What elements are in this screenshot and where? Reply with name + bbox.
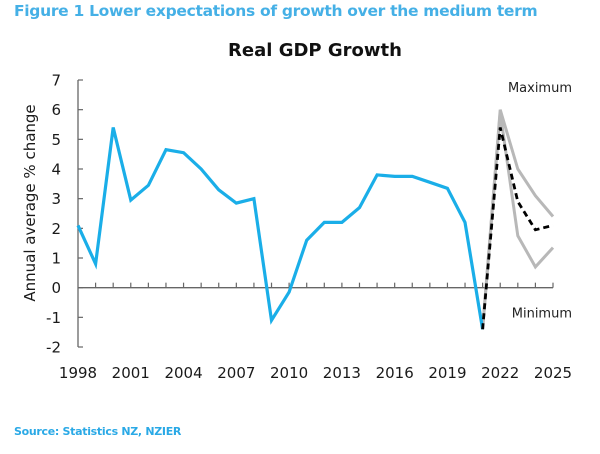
y-tick-label: 4 — [51, 161, 61, 179]
axes: -2 -1 0 1 2 3 4 5 6 7 1998 2001 2004 2007 2010 2013 2016… — [46, 72, 572, 383]
y-tick-label: 1 — [51, 250, 61, 268]
y-tick-label: 3 — [51, 190, 61, 208]
series-forecast — [481, 127, 554, 330]
x-tick-label: 2025 — [534, 364, 572, 382]
annotations: Maximum Minimum — [508, 81, 572, 321]
x-tick-label: 2013 — [323, 364, 361, 382]
y-tick-label: -2 — [46, 339, 61, 357]
source-note: Source: Statistics NZ, NZIER — [14, 425, 182, 438]
series-group — [76, 109, 555, 330]
x-tick-label: 2016 — [376, 364, 414, 382]
chart-title: Real GDP Growth — [228, 40, 402, 61]
x-tick-label: 2010 — [270, 364, 308, 382]
x-tick-label: 1998 — [59, 364, 97, 382]
annotation-maximum: Maximum — [508, 81, 572, 96]
y-axis-label: Annual average % change — [21, 104, 39, 301]
x-tick-label: 2004 — [164, 364, 202, 382]
x-tick-label: 2007 — [217, 364, 255, 382]
x-tick-label: 2001 — [112, 364, 150, 382]
y-tick-label: 2 — [51, 220, 61, 238]
series-minimum — [481, 112, 555, 330]
figure-title: Figure 1 Lower expectations of growth ov… — [14, 2, 538, 20]
x-tick-label: 2022 — [481, 364, 519, 382]
y-tick-label: 6 — [51, 101, 61, 119]
y-tick-label: -1 — [46, 309, 61, 327]
series-actual — [76, 127, 485, 330]
annotation-minimum: Minimum — [512, 306, 572, 321]
y-tick-label: 5 — [51, 131, 61, 149]
y-tick-label: 7 — [51, 72, 61, 90]
y-tick-label: 0 — [51, 279, 61, 297]
x-tick-label: 2019 — [428, 364, 466, 382]
